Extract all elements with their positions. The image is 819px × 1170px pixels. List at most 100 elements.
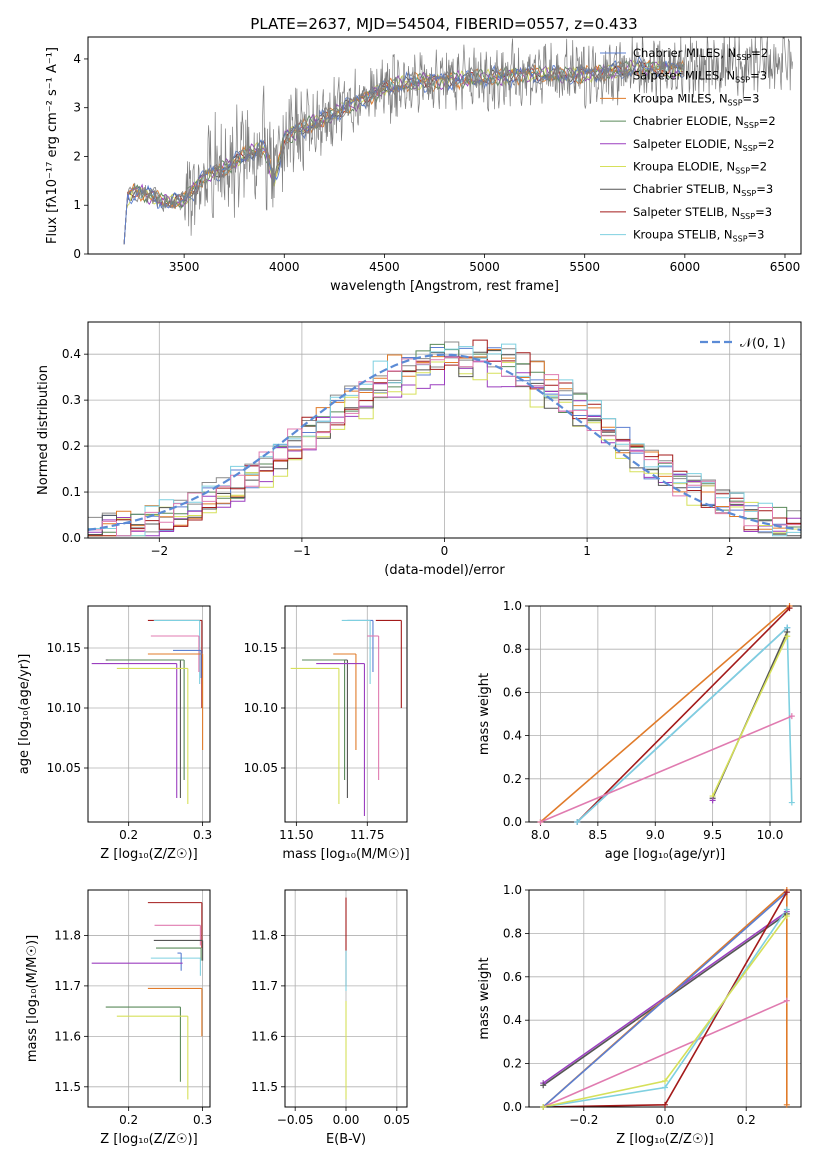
legend-entry-sub: SSP xyxy=(743,144,758,153)
y-tick-label: 11.8 xyxy=(251,928,278,942)
errorbar-marker xyxy=(150,957,201,976)
legend-entry-label: Kroupa ELODIE, N xyxy=(633,160,735,174)
x-axis-label: wavelength [Angstrom, rest frame] xyxy=(330,279,559,294)
y-tick-label: 10.10 xyxy=(244,701,278,715)
x-tick-label: −2 xyxy=(150,544,168,558)
errorbar-marker xyxy=(367,635,380,780)
mass-weight-line xyxy=(576,607,791,822)
y-tick-label: 0.4 xyxy=(503,1013,522,1027)
legend-entry-label: Salpeter STELIB, N xyxy=(633,205,740,219)
mass-weight-point xyxy=(783,997,790,1004)
axes-frame xyxy=(87,889,211,1108)
mass-weight-line xyxy=(539,606,791,822)
axes-residuals: −2 −1 0 1 2 0.0 0.1 0.2 0.3 0.4 (data-model)/error… xyxy=(36,321,802,578)
axes-spectrum: 3500 4000 4500 5000 5500 6000 6500 0 1 2 3 4 wavelen… xyxy=(45,36,802,294)
errorbar-marker xyxy=(116,667,189,804)
x-axis-label: Z [log₁₀(Z/Z☉)] xyxy=(616,1132,713,1147)
x-axis-label: age [log₁₀(age/yr)] xyxy=(605,847,726,862)
mass-weight-point xyxy=(537,819,544,825)
errorbar-marker xyxy=(156,947,202,961)
x-tick-label: 0.2 xyxy=(737,1113,756,1127)
mass-weight-point xyxy=(788,713,795,720)
x-tick-label: 0.00 xyxy=(333,1113,360,1127)
mass-weight-point xyxy=(540,1082,547,1089)
y-tick-label: 0.0 xyxy=(503,815,522,829)
plot-area-mass_weight_vs_age xyxy=(529,606,801,822)
legend-entry: Salpeter STELIB, NSSP=3 xyxy=(633,205,772,221)
y-tick-label: 0.1 xyxy=(62,485,81,499)
y-tick-label: 11.5 xyxy=(54,1080,81,1094)
errorbar-marker xyxy=(107,659,185,780)
errorbar-marker xyxy=(347,619,374,672)
y-tick-label: 0.2 xyxy=(503,772,522,786)
legend-entry-label: Salpeter ELODIE, N xyxy=(633,137,743,151)
axes-mass_vs_Z: 0.2 0.3 11.5 11.6 11.7 11.8 Z [log₁₀(Z/Z☉)] mas… xyxy=(25,889,212,1147)
x-tick-label: 6000 xyxy=(670,260,701,274)
errorbar-marker xyxy=(290,667,340,804)
legend-entry-suffix: =3 xyxy=(756,182,773,196)
legend-entry-label: Chabrier STELIB, N xyxy=(633,182,741,196)
residual-histogram-salpeter_stelib xyxy=(88,339,801,537)
y-tick-label: 11.6 xyxy=(54,1029,81,1043)
legend-entry: Chabrier STELIB, NSSP=3 xyxy=(633,182,773,198)
legend-entry-sub: SSP xyxy=(741,189,756,198)
x-axis-label: E(B-V) xyxy=(326,1132,366,1147)
legend-entry-sub: SSP xyxy=(735,167,750,176)
axes-frame xyxy=(87,605,211,823)
y-tick-label: 0.6 xyxy=(503,685,522,699)
mass-weight-line xyxy=(542,891,788,1107)
mass-weight-line xyxy=(542,999,788,1107)
y-tick-label: 10.05 xyxy=(244,761,278,775)
x-tick-label: 2 xyxy=(726,544,734,558)
y-tick-label: 0.2 xyxy=(62,439,81,453)
mass-weight-point xyxy=(540,1104,547,1110)
errorbar-marker xyxy=(105,1006,181,1082)
y-tick-label: 10.05 xyxy=(47,761,81,775)
legend-entry-suffix: =2 xyxy=(758,137,775,151)
errorbar-marker xyxy=(341,619,371,684)
x-axis-label: mass [log₁₀(M/M☉)] xyxy=(282,847,409,862)
y-tick-label: 0.6 xyxy=(503,970,522,984)
axes-frame xyxy=(87,36,802,255)
residual-histogram-pink xyxy=(88,356,801,537)
x-tick-label: 11.50 xyxy=(279,828,313,842)
residual-histogram-salpeter_elodie xyxy=(88,355,801,537)
legend-entry-suffix: =3 xyxy=(743,91,760,105)
mass-weight-line xyxy=(540,715,793,822)
errorbar-marker xyxy=(333,653,357,750)
axes-mass_weight_vs_Z: −0.2 0.0 0.2 0.0 0.2 0.4 0.6 0.8 1.0 Z [log₁₀(Z/Z… xyxy=(477,883,802,1147)
y-axis-label: mass weight xyxy=(477,957,492,1039)
plot-area-mass_weight_vs_Z xyxy=(529,890,801,1107)
y-axis-label: mass [log₁₀(M/M☉)] xyxy=(25,935,40,1062)
y-axis-label: Flux [fλ10⁻¹⁷ erg cm⁻² s⁻¹ A⁻¹] xyxy=(45,47,60,244)
legend-entry-suffix: =2 xyxy=(750,160,767,174)
mass-weight-point xyxy=(662,1101,668,1108)
errorbar-marker xyxy=(173,649,202,678)
residual-legend: 𝒩(0, 1) xyxy=(700,335,786,350)
y-tick-label: 0.3 xyxy=(62,393,81,407)
x-tick-label: 6500 xyxy=(770,260,801,274)
plot-area-residuals xyxy=(88,322,801,538)
x-tick-label: 0.3 xyxy=(193,1113,212,1127)
y-axis-label: mass weight xyxy=(477,673,492,755)
errorbar-marker xyxy=(153,619,201,684)
axes-age_vs_Z: 0.2 0.3 10.05 10.10 10.15 Z [log₁₀(Z/Z☉)] age … xyxy=(17,605,212,862)
legend-entry-sub: SSP xyxy=(740,212,755,221)
errorbar-marker xyxy=(153,939,204,961)
legend-entry-suffix: =3 xyxy=(748,228,765,242)
x-tick-label: 1 xyxy=(583,544,591,558)
x-axis-label: (data-model)/error xyxy=(384,563,505,578)
mass-weight-point xyxy=(783,913,790,920)
x-tick-label: 4000 xyxy=(269,260,300,274)
axes-frame xyxy=(284,605,408,823)
y-tick-label: 10.15 xyxy=(47,641,81,655)
y-tick-label: 0.4 xyxy=(62,347,81,361)
errorbar-marker xyxy=(147,619,203,708)
y-tick-label: 4 xyxy=(73,52,81,66)
y-tick-label: 10.10 xyxy=(47,701,81,715)
legend-entry-sub: SSP xyxy=(744,121,759,130)
errorbar-marker xyxy=(177,952,182,971)
x-tick-label: 8.0 xyxy=(531,828,550,842)
axes-frame xyxy=(284,889,408,1108)
